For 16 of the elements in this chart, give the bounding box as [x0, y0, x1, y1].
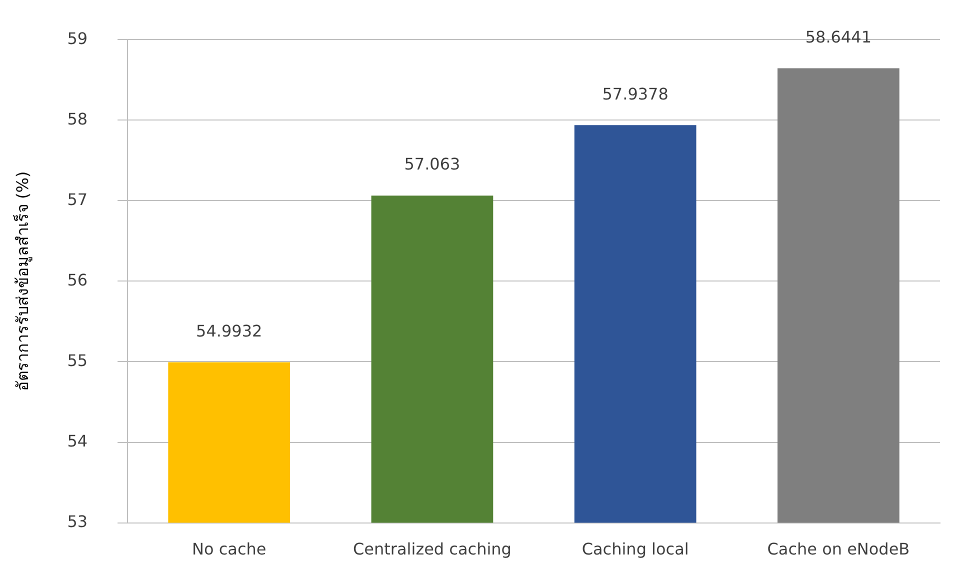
y-tick-label: 59 [67, 28, 88, 48]
y-tick-label: 54 [67, 431, 88, 450]
x-tick-label: Caching local [582, 540, 689, 559]
x-tick-label: No cache [192, 540, 266, 559]
data-label: 57.063 [404, 154, 460, 174]
x-tick-label: Centralized caching [352, 540, 512, 559]
x-tick-label: Cache on eNodeB [767, 540, 910, 559]
data-label: 54.9932 [196, 321, 262, 340]
y-tick-label: 58 [67, 109, 88, 128]
y-tick-label: 55 [67, 350, 88, 370]
data-label: 57.9378 [602, 84, 668, 104]
y-axis-title: อัตราการรับส่งข้อมูลสำเร็จ (%) [12, 171, 33, 392]
data-label: 58.6441 [805, 27, 872, 46]
y-tick-label: 53 [67, 512, 88, 531]
y-tick-label: 57 [67, 190, 88, 209]
y-tick-label: 56 [67, 270, 88, 290]
